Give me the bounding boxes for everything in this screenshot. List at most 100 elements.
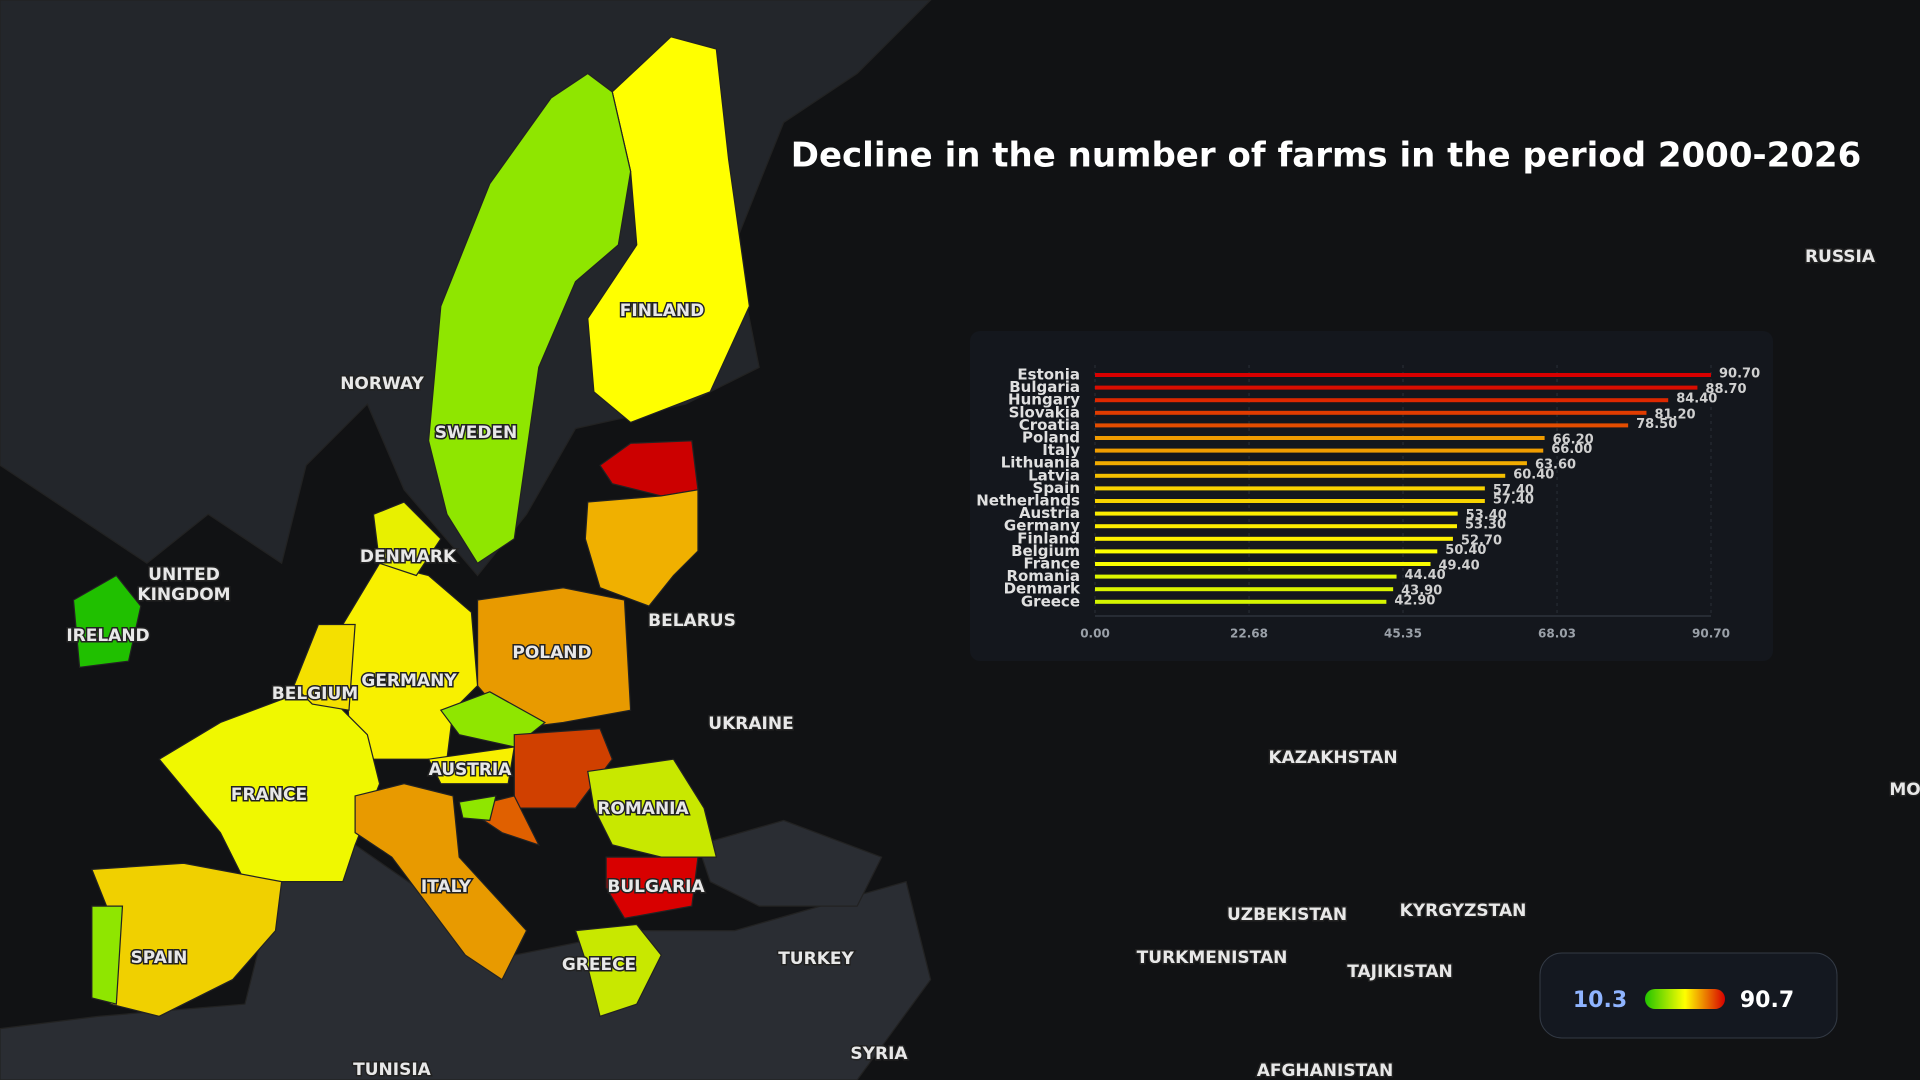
value-label: 44.40 — [1405, 568, 1446, 583]
bar — [1095, 473, 1506, 478]
country-label: GREECE — [562, 955, 636, 975]
bar — [1095, 574, 1397, 579]
sweden — [427, 72, 632, 565]
country-label: ITALY — [421, 877, 472, 897]
greece — [574, 923, 662, 1018]
country-label: MO — [1889, 780, 1920, 800]
chart-panel — [970, 331, 1773, 661]
category-label: Croatia — [1019, 416, 1080, 434]
country-label: SYRIA — [850, 1044, 908, 1064]
country-label: SPAIN — [131, 948, 188, 968]
bar — [1095, 398, 1669, 403]
category-label: Romania — [1006, 567, 1080, 585]
bulgaria — [605, 856, 699, 920]
bar — [1095, 499, 1485, 503]
bar — [1095, 436, 1545, 440]
x-tick-label: 22.68 — [1230, 627, 1268, 641]
denmark — [372, 501, 442, 577]
category-label: Estonia — [1017, 366, 1080, 384]
bar — [1095, 562, 1431, 566]
country-label: UZBEKISTAN — [1227, 905, 1347, 925]
title: Decline in the number of farms in the pe… — [791, 136, 1862, 176]
country-label: NORWAY — [340, 374, 424, 394]
slovenia — [458, 795, 497, 822]
category-label: Slovakia — [1009, 403, 1080, 421]
value-label: 78.50 — [1636, 417, 1677, 432]
country-label: KYRGYZSTAN — [1400, 901, 1527, 921]
country-label: POLAND — [512, 643, 591, 663]
black-sea — [697, 819, 883, 907]
value-label: 53.30 — [1465, 518, 1506, 533]
category-label: Poland — [1022, 429, 1080, 447]
country-label: GERMANY — [361, 671, 457, 691]
legend-max: 90.7 — [1740, 988, 1794, 1013]
category-label: Germany — [1004, 517, 1080, 535]
value-label: 90.70 — [1719, 367, 1760, 382]
value-label: 57.40 — [1493, 493, 1534, 508]
value-label: 84.40 — [1676, 392, 1717, 407]
bar — [1095, 385, 1698, 390]
bar — [1095, 587, 1394, 592]
value-label: 60.40 — [1513, 467, 1554, 482]
country-label: BULGARIA — [607, 877, 705, 897]
ireland — [72, 574, 142, 669]
value-label: 52.70 — [1461, 533, 1502, 548]
france — [158, 685, 381, 883]
category-label: Austria — [1019, 504, 1080, 522]
benelux — [293, 623, 356, 711]
country-label: DENMARK — [360, 547, 457, 567]
country-label: AUSTRIA — [429, 760, 513, 780]
country-label: BELARUS — [648, 611, 736, 631]
value-label: 49.40 — [1439, 559, 1480, 574]
bar — [1095, 448, 1544, 453]
value-label: 53.40 — [1466, 508, 1507, 523]
country-label: AFGHANISTAN — [1257, 1061, 1394, 1080]
bar-chart: 0.00 22.68 45.35 68.03 90.70 Estonia 90.70 Bulg… — [976, 365, 1760, 641]
bar — [1095, 511, 1458, 516]
country-label: TURKEY — [778, 949, 854, 969]
country-label: TAJIKISTAN — [1347, 962, 1453, 982]
category-label: Latvia — [1028, 466, 1080, 484]
country-label: TUNISIA — [353, 1060, 432, 1080]
category-label: Bulgaria — [1009, 378, 1080, 396]
category-label: Finland — [1017, 529, 1080, 547]
x-tick-label: 0.00 — [1080, 627, 1110, 641]
country-label: UKRAINE — [708, 714, 793, 734]
x-tick-label: 68.03 — [1538, 627, 1576, 641]
category-label: Spain — [1033, 479, 1080, 497]
category-label: Lithuania — [1001, 454, 1080, 472]
country-label: FRANCE — [231, 785, 307, 805]
x-tick-label: 90.70 — [1692, 627, 1730, 641]
bar — [1095, 423, 1629, 428]
category-label: Italy — [1042, 441, 1080, 459]
country-label: ROMANIA — [597, 799, 689, 819]
value-label: 81.20 — [1654, 407, 1695, 422]
value-label: 63.60 — [1535, 458, 1576, 473]
country-label: RUSSIA — [1805, 247, 1876, 267]
bar — [1095, 536, 1453, 541]
value-label: 88.70 — [1705, 382, 1746, 397]
map — [0, 0, 932, 1080]
portugal — [91, 905, 124, 1005]
bar — [1095, 373, 1711, 377]
country-label: BELGIUM — [272, 684, 358, 704]
category-label: Netherlands — [976, 492, 1080, 510]
bar — [1095, 486, 1485, 491]
value-label: 66.20 — [1553, 433, 1594, 448]
country-label: IRELAND — [66, 626, 149, 646]
bar — [1095, 524, 1457, 529]
value-label: 43.90 — [1401, 584, 1442, 599]
category-label: Greece — [1021, 592, 1080, 610]
country-label: KINGDOM — [137, 585, 230, 605]
poland — [476, 587, 632, 730]
category-label: Belgium — [1011, 542, 1080, 560]
value-label: 42.90 — [1394, 593, 1435, 608]
bar — [1095, 549, 1438, 554]
bar — [1095, 461, 1527, 466]
country-label: TURKMENISTAN — [1137, 948, 1288, 968]
country-label: SWEDEN — [435, 423, 518, 443]
legend-gradient — [1645, 989, 1725, 1009]
bar — [1095, 410, 1647, 415]
